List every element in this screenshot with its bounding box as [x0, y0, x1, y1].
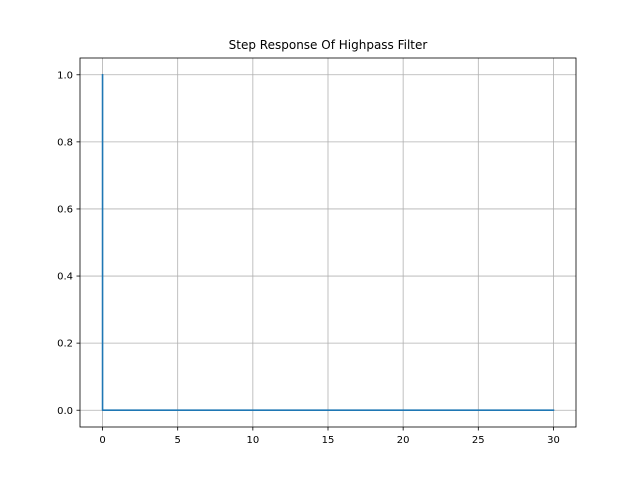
y-tick-label: 1.0: [57, 70, 73, 81]
x-tick-label: 15: [322, 435, 335, 446]
y-tick-labels: 0.0 0.2 0.4 0.6 0.8 1.0: [57, 70, 73, 416]
x-tick-label: 0: [99, 435, 105, 446]
x-tick-label: 25: [472, 435, 485, 446]
tick-marks: [76, 74, 554, 431]
x-tick-labels: 0 5 10 15 20 25 30: [99, 435, 559, 446]
y-tick-label: 0.2: [57, 339, 73, 350]
step-response-line: [101, 73, 555, 412]
x-tick-label: 30: [547, 435, 560, 446]
y-tick-label: 0.0: [57, 406, 73, 417]
x-tick-label: 10: [246, 435, 259, 446]
x-tick-label: 5: [175, 435, 181, 446]
y-tick-label: 0.8: [57, 137, 73, 148]
chart-title: Step Response Of Highpass Filter: [229, 38, 428, 52]
series-layer: [101, 73, 555, 412]
y-tick-label: 0.6: [57, 205, 73, 216]
y-tick-label: 0.4: [57, 272, 73, 283]
x-tick-label: 20: [397, 435, 410, 446]
grid-lines: [80, 58, 576, 427]
